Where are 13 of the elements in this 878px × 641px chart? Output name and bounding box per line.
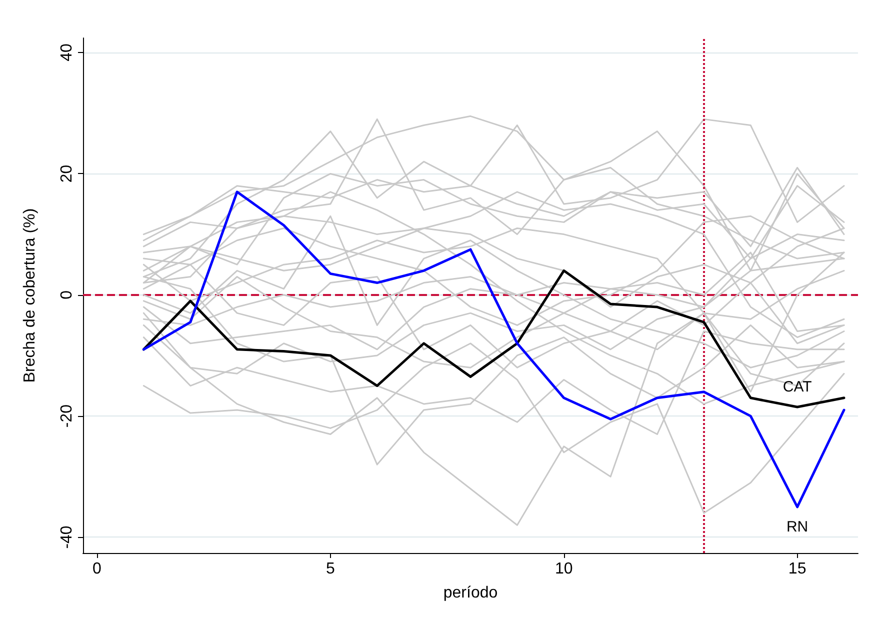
y-tick-label: 40 xyxy=(58,44,76,62)
y-tick-label: 0 xyxy=(58,290,76,300)
y-tick-label: -40 xyxy=(58,526,76,549)
x-tick-label: 15 xyxy=(788,560,806,578)
series-label: RN xyxy=(786,518,808,536)
x-tick-label: 10 xyxy=(554,560,573,578)
x-tick-label: 5 xyxy=(326,560,335,578)
y-tick-label: -20 xyxy=(58,404,76,428)
x-tick-label: 0 xyxy=(92,560,102,578)
y-axis-title: Brecha de cobertura (%) xyxy=(22,208,38,383)
series-label: CAT xyxy=(782,378,812,396)
x-axis-title: período xyxy=(443,584,498,602)
y-tick-label: 20 xyxy=(58,164,76,183)
